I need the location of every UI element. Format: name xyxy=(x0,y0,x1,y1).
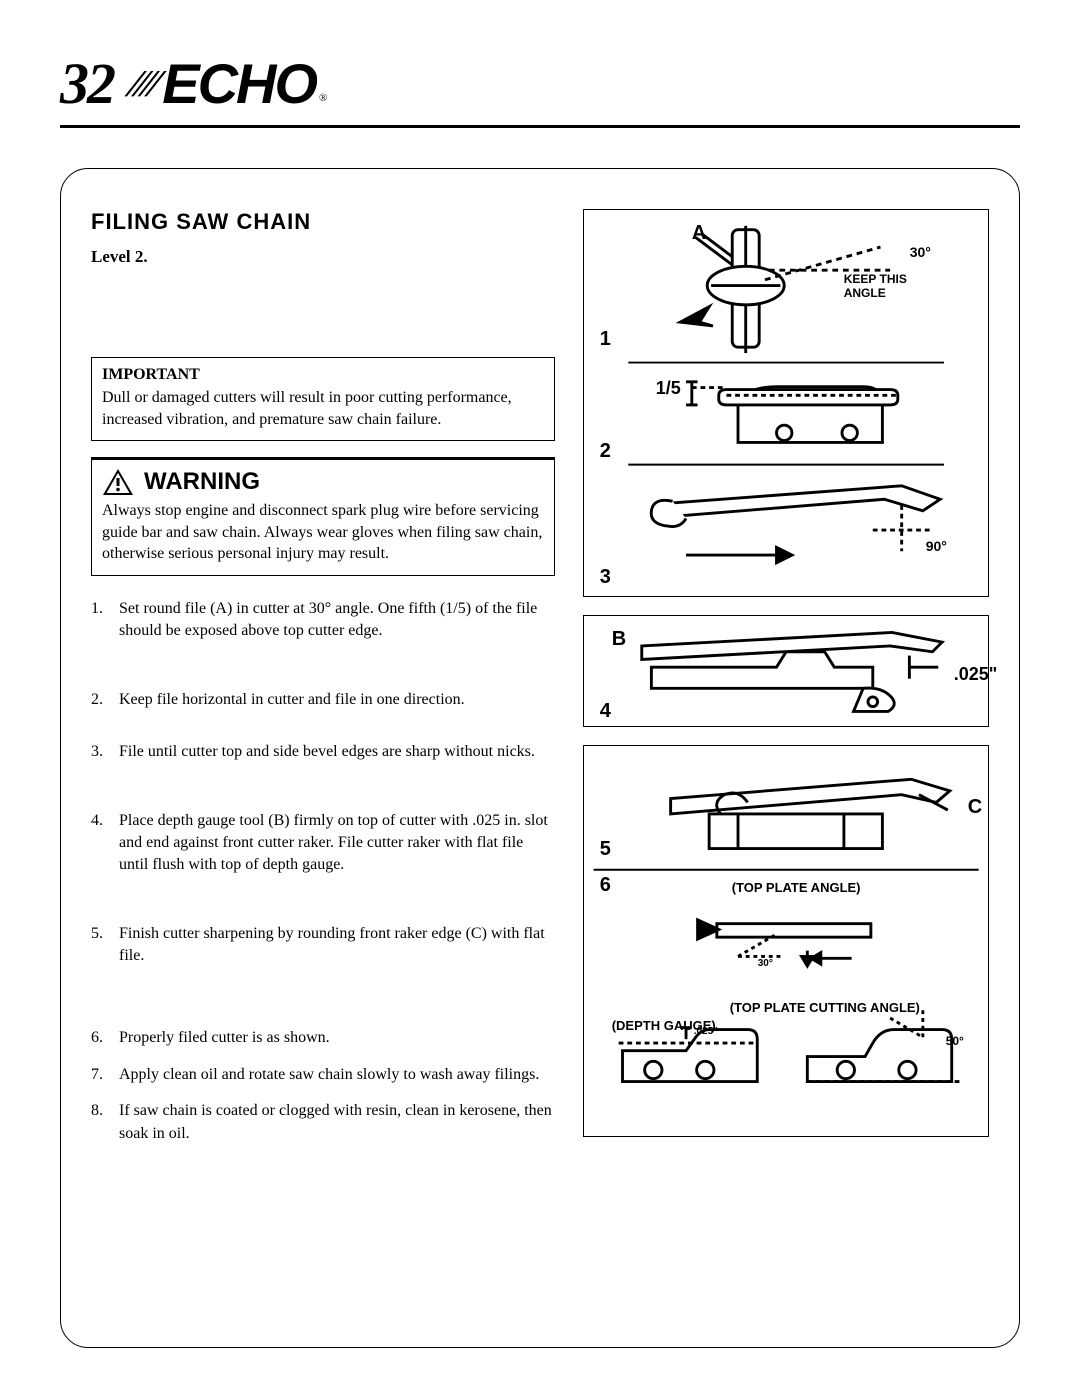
step-text: Keep file horizontal in cutter and file … xyxy=(119,689,465,711)
page-header: 32 //// ECHO ® xyxy=(60,50,1020,117)
figure-4-svg xyxy=(584,616,988,726)
step-text: Properly filed cutter is as shown. xyxy=(119,1027,330,1049)
warning-icon xyxy=(102,468,134,496)
step-text: Finish cutter sharpening by rounding fro… xyxy=(119,923,555,968)
figure-number-6: 6 xyxy=(600,874,611,897)
registered-icon: ® xyxy=(319,92,327,104)
figure-123: A 30° KEEP THIS ANGLE 1 1/5 2 90° 3 xyxy=(583,209,989,597)
list-item: 1.Set round file (A) in cutter at 30° an… xyxy=(91,598,555,643)
level-label: Level 2. xyxy=(91,247,555,267)
figure-letter-A: A xyxy=(692,222,706,245)
figure-number-2: 2 xyxy=(600,440,611,463)
step-text: File until cutter top and side bevel edg… xyxy=(119,741,535,763)
left-column: FILING SAW CHAIN Level 2. IMPORTANT Dull… xyxy=(91,209,555,1297)
one-fifth-label: 1/5 xyxy=(656,378,681,399)
columns: FILING SAW CHAIN Level 2. IMPORTANT Dull… xyxy=(91,209,989,1297)
angle-90-label: 90° xyxy=(926,538,947,554)
angle-50-label: 50° xyxy=(946,1034,964,1048)
figure-number-3: 3 xyxy=(600,566,611,589)
important-title: IMPORTANT xyxy=(102,366,544,384)
list-item: 3.File until cutter top and side bevel e… xyxy=(91,741,555,763)
step-text: Place depth gauge tool (B) firmly on top… xyxy=(119,810,555,877)
brand-lines-icon: //// xyxy=(124,62,162,106)
list-item: 8.If saw chain is coated or clogged with… xyxy=(91,1100,555,1145)
figure-number-4: 4 xyxy=(600,700,611,723)
right-column: A 30° KEEP THIS ANGLE 1 1/5 2 90° 3 xyxy=(583,209,989,1297)
figure-number-1: 1 xyxy=(600,328,611,351)
dim-025-label: .025" xyxy=(954,664,998,685)
list-item: 2.Keep file horizontal in cutter and fil… xyxy=(91,689,555,711)
dim-025b-label: .025" xyxy=(694,1026,718,1037)
top-plate-angle-label: (TOP PLATE ANGLE) xyxy=(732,880,861,895)
figure-56-svg xyxy=(584,746,988,1136)
brand-logo: //// ECHO ® xyxy=(130,51,327,116)
content-panel: FILING SAW CHAIN Level 2. IMPORTANT Dull… xyxy=(60,168,1020,1348)
step-text: Set round file (A) in cutter at 30° angl… xyxy=(119,598,555,643)
step-text: If saw chain is coated or clogged with r… xyxy=(119,1100,555,1145)
figure-letter-B: B xyxy=(612,628,626,651)
page-number: 32 xyxy=(60,50,114,117)
important-box: IMPORTANT Dull or damaged cutters will r… xyxy=(91,357,555,441)
figure-letter-C: C xyxy=(968,796,982,819)
figure-4: B .025" 4 xyxy=(583,615,989,727)
figure-56: C 5 6 (TOP PLATE ANGLE) 30° (TOP PLATE C… xyxy=(583,745,989,1137)
brand-name: ECHO xyxy=(162,51,316,116)
important-body: Dull or damaged cutters will result in p… xyxy=(102,387,544,430)
angle-30-label: 30° xyxy=(910,244,931,260)
figure-number-5: 5 xyxy=(600,838,611,861)
warning-header: WARNING xyxy=(102,468,544,496)
section-title: FILING SAW CHAIN xyxy=(91,209,555,235)
list-item: 5.Finish cutter sharpening by rounding f… xyxy=(91,923,555,968)
step-list: 1.Set round file (A) in cutter at 30° an… xyxy=(91,598,555,1145)
warning-box: WARNING Always stop engine and disconnec… xyxy=(91,459,555,576)
list-item: 6.Properly filed cutter is as shown. xyxy=(91,1027,555,1049)
top-plate-cutting-angle-label: (TOP PLATE CUTTING ANGLE) xyxy=(730,1000,920,1015)
warning-top-rule xyxy=(91,457,555,460)
header-rule xyxy=(60,125,1020,128)
keep-angle-label: KEEP THIS ANGLE xyxy=(844,272,907,301)
list-item: 7.Apply clean oil and rotate saw chain s… xyxy=(91,1064,555,1086)
warning-title: WARNING xyxy=(144,468,260,496)
page: 32 //// ECHO ® FILING SAW CHAIN Level 2.… xyxy=(0,0,1080,1381)
step-text: Apply clean oil and rotate saw chain slo… xyxy=(119,1064,539,1086)
angle-30b-label: 30° xyxy=(758,958,773,969)
warning-body: Always stop engine and disconnect spark … xyxy=(102,500,544,565)
list-item: 4.Place depth gauge tool (B) firmly on t… xyxy=(91,810,555,877)
